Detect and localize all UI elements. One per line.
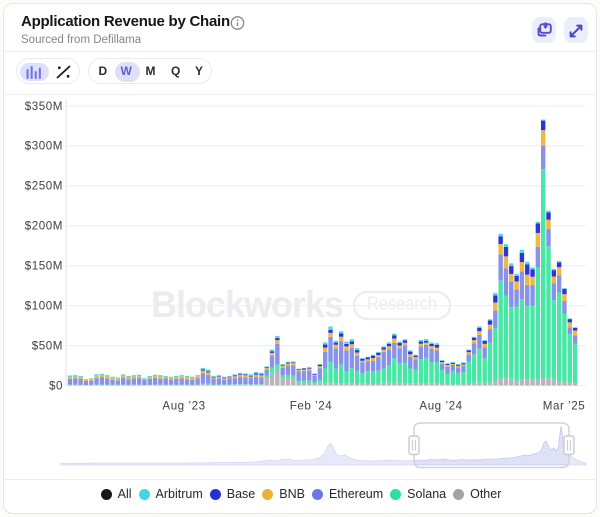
svg-text:Aug ’24: Aug ’24 [419, 400, 462, 413]
svg-text:$50M: $50M [32, 339, 63, 352]
svg-text:$300M: $300M [25, 140, 63, 153]
svg-text:Feb ’24: Feb ’24 [290, 400, 333, 413]
svg-text:$250M: $250M [25, 180, 63, 193]
svg-text:$0: $0 [49, 379, 63, 392]
svg-text:$150M: $150M [25, 260, 63, 273]
svg-text:Aug ’23: Aug ’23 [162, 400, 205, 413]
svg-text:$100M: $100M [25, 299, 63, 312]
svg-text:Blockworks: Blockworks [151, 284, 343, 325]
svg-text:Mar ’25: Mar ’25 [543, 400, 586, 413]
svg-text:Research: Research [367, 294, 437, 314]
svg-text:$350M: $350M [25, 100, 63, 113]
svg-text:$200M: $200M [25, 220, 63, 233]
